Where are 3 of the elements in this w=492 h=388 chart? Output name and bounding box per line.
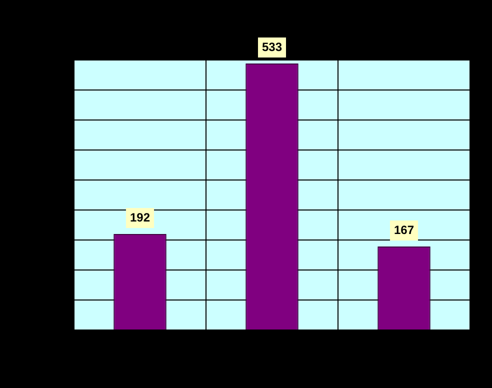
data-label: 192 (130, 210, 150, 224)
data-label: 533 (262, 40, 282, 54)
data-label: 167 (394, 222, 414, 237)
